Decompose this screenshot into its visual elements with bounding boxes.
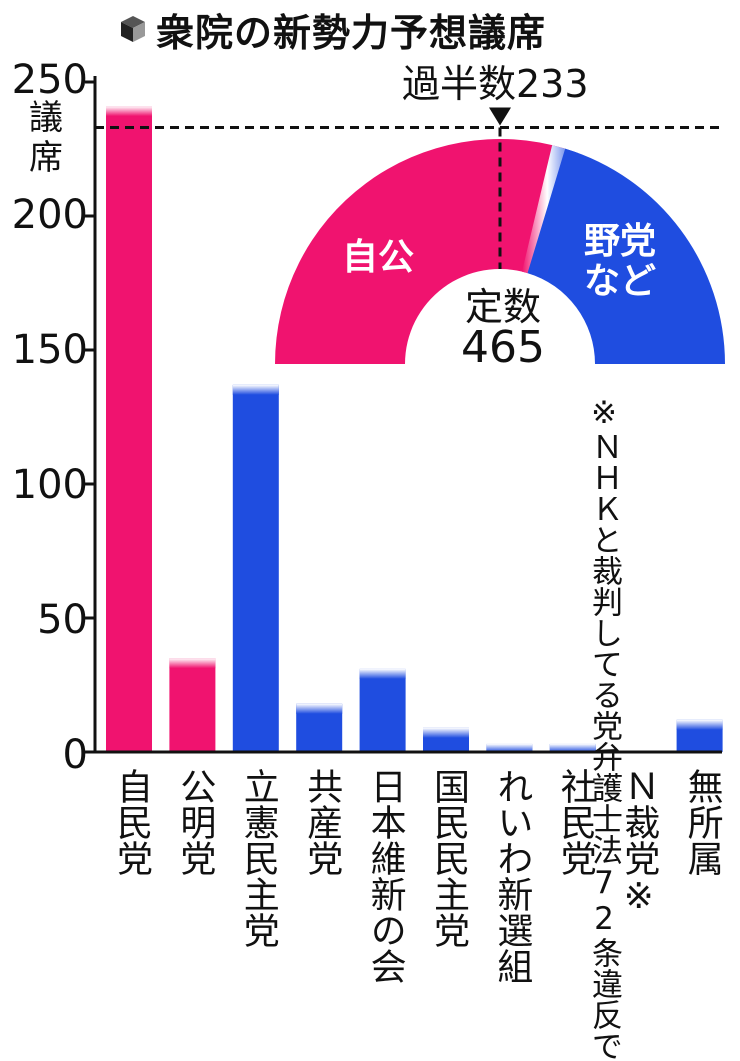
inset-segment-opposition [527, 148, 725, 364]
x-category-label: 立憲民主党 [237, 768, 279, 948]
bar-top-fade [423, 727, 469, 738]
x-category-label: 公明党 [174, 768, 216, 876]
inset-segment-ruling [275, 139, 566, 364]
cube-icon [121, 16, 145, 42]
x-category-label: 社民党 [554, 768, 596, 876]
chart-title-text: 衆院の新勢力予想議席 [156, 10, 547, 55]
y-tick-label: 100 [11, 462, 88, 508]
x-category-label: 国民民主党 [428, 768, 469, 948]
bar-1 [106, 106, 152, 753]
y-axis-label: 議席 [29, 98, 63, 178]
x-category-label: 共産党 [301, 768, 343, 876]
bar-chart [85, 76, 725, 754]
bar-5 [359, 668, 406, 752]
chart-title: 衆院の新勢力予想議席 [118, 4, 547, 55]
x-category-label: Ｎ裁党※ [618, 768, 660, 917]
bar-top-fade [359, 668, 406, 679]
inset-total-value: 465 [461, 322, 545, 373]
y-tick-label: 250 [11, 57, 88, 103]
bar-top-fade [486, 743, 533, 752]
majority-line-label: 過半数233 [402, 62, 589, 106]
x-category-label: れいわ新選組 [491, 768, 533, 984]
majority-marker-arrow [489, 107, 511, 126]
x-category-label: 無所属 [681, 768, 723, 876]
bar-top-fade [169, 658, 216, 669]
bar-top-fade [296, 703, 343, 714]
bar-3 [232, 384, 279, 752]
bar-top-fade [549, 743, 596, 752]
bar-top-fade [106, 106, 152, 117]
x-category-label: 日本維新の会 [364, 768, 406, 984]
inset-total-label: 定数 [464, 285, 541, 329]
footnote-annotation: ※ＮＨＫと裁判してる党弁護士法72条違反で [586, 395, 622, 1061]
ruling-segment-label: 自公 [342, 237, 415, 278]
bar-top-fade [232, 384, 279, 395]
y-tick-label: 200 [11, 192, 88, 238]
bar-top-fade [676, 719, 723, 730]
x-category-label: 自民党 [111, 768, 152, 876]
y-tick-label: 50 [37, 597, 88, 643]
opposition-segment-label: 野党など [583, 221, 656, 302]
bar-2 [169, 658, 216, 752]
y-tick-label: 150 [11, 327, 88, 373]
y-tick-label: 0 [62, 732, 88, 778]
